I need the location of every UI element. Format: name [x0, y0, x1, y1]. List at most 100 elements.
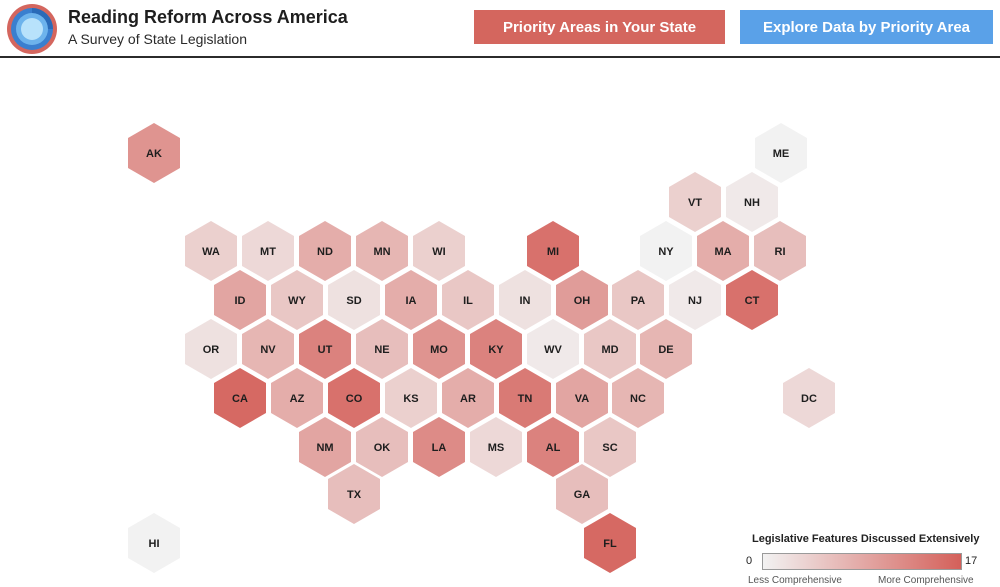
- state-hex-shape[interactable]: [328, 464, 380, 524]
- state-hex-vt[interactable]: VT: [669, 172, 721, 232]
- state-hex-mn[interactable]: MN: [356, 221, 408, 281]
- state-hex-shape[interactable]: [413, 417, 465, 477]
- state-hex-shape[interactable]: [584, 417, 636, 477]
- state-hex-shape[interactable]: [754, 221, 806, 281]
- state-hex-ne[interactable]: NE: [356, 319, 408, 379]
- state-hex-nj[interactable]: NJ: [669, 270, 721, 330]
- state-hex-va[interactable]: VA: [556, 368, 608, 428]
- state-hex-sd[interactable]: SD: [328, 270, 380, 330]
- state-hex-az[interactable]: AZ: [271, 368, 323, 428]
- state-hex-shape[interactable]: [470, 417, 522, 477]
- state-hex-wa[interactable]: WA: [185, 221, 237, 281]
- state-hex-shape[interactable]: [271, 270, 323, 330]
- state-hex-nm[interactable]: NM: [299, 417, 351, 477]
- state-hex-mi[interactable]: MI: [527, 221, 579, 281]
- state-hex-shape[interactable]: [385, 368, 437, 428]
- state-hex-oh[interactable]: OH: [556, 270, 608, 330]
- state-hex-ca[interactable]: CA: [214, 368, 266, 428]
- state-hex-shape[interactable]: [527, 221, 579, 281]
- state-hex-nc[interactable]: NC: [612, 368, 664, 428]
- state-hex-shape[interactable]: [527, 417, 579, 477]
- state-hex-fl[interactable]: FL: [584, 513, 636, 573]
- state-hex-shape[interactable]: [242, 319, 294, 379]
- state-hex-tx[interactable]: TX: [328, 464, 380, 524]
- state-hex-shape[interactable]: [669, 172, 721, 232]
- state-hex-shape[interactable]: [556, 368, 608, 428]
- state-hex-ma[interactable]: MA: [697, 221, 749, 281]
- state-hex-me[interactable]: ME: [755, 123, 807, 183]
- state-hex-shape[interactable]: [128, 513, 180, 573]
- state-hex-shape[interactable]: [299, 319, 351, 379]
- state-hex-ia[interactable]: IA: [385, 270, 437, 330]
- state-hex-al[interactable]: AL: [527, 417, 579, 477]
- state-hex-dc[interactable]: DC: [783, 368, 835, 428]
- state-hex-shape[interactable]: [612, 270, 664, 330]
- state-hex-ms[interactable]: MS: [470, 417, 522, 477]
- state-hex-pa[interactable]: PA: [612, 270, 664, 330]
- state-hex-shape[interactable]: [584, 513, 636, 573]
- state-hex-wv[interactable]: WV: [527, 319, 579, 379]
- state-hex-shape[interactable]: [299, 417, 351, 477]
- state-hex-shape[interactable]: [242, 221, 294, 281]
- state-hex-shape[interactable]: [499, 270, 551, 330]
- state-hex-shape[interactable]: [499, 368, 551, 428]
- state-hex-shape[interactable]: [328, 368, 380, 428]
- state-hex-id[interactable]: ID: [214, 270, 266, 330]
- state-hex-nd[interactable]: ND: [299, 221, 351, 281]
- state-hex-shape[interactable]: [612, 368, 664, 428]
- state-hex-ky[interactable]: KY: [470, 319, 522, 379]
- state-hex-ut[interactable]: UT: [299, 319, 351, 379]
- state-hex-shape[interactable]: [669, 270, 721, 330]
- state-hex-ks[interactable]: KS: [385, 368, 437, 428]
- state-hex-de[interactable]: DE: [640, 319, 692, 379]
- state-hex-shape[interactable]: [413, 221, 465, 281]
- state-hex-shape[interactable]: [556, 464, 608, 524]
- state-hex-mo[interactable]: MO: [413, 319, 465, 379]
- state-hex-shape[interactable]: [128, 123, 180, 183]
- state-hex-or[interactable]: OR: [185, 319, 237, 379]
- state-hex-shape[interactable]: [185, 319, 237, 379]
- state-hex-shape[interactable]: [214, 270, 266, 330]
- state-hex-il[interactable]: IL: [442, 270, 494, 330]
- state-hex-shape[interactable]: [356, 221, 408, 281]
- state-hex-shape[interactable]: [584, 319, 636, 379]
- explore-data-button[interactable]: Explore Data by Priority Area: [740, 10, 993, 44]
- state-hex-co[interactable]: CO: [328, 368, 380, 428]
- state-hex-la[interactable]: LA: [413, 417, 465, 477]
- state-hex-wi[interactable]: WI: [413, 221, 465, 281]
- state-hex-shape[interactable]: [413, 319, 465, 379]
- state-hex-shape[interactable]: [527, 319, 579, 379]
- state-hex-shape[interactable]: [556, 270, 608, 330]
- state-hex-shape[interactable]: [442, 270, 494, 330]
- state-hex-nh[interactable]: NH: [726, 172, 778, 232]
- state-hex-shape[interactable]: [726, 270, 778, 330]
- state-hex-nv[interactable]: NV: [242, 319, 294, 379]
- state-hex-ny[interactable]: NY: [640, 221, 692, 281]
- state-hex-shape[interactable]: [299, 221, 351, 281]
- state-hex-ga[interactable]: GA: [556, 464, 608, 524]
- state-hex-ri[interactable]: RI: [754, 221, 806, 281]
- state-hex-hi[interactable]: HI: [128, 513, 180, 573]
- state-hex-shape[interactable]: [755, 123, 807, 183]
- state-hex-shape[interactable]: [640, 319, 692, 379]
- state-hex-shape[interactable]: [356, 417, 408, 477]
- state-hex-shape[interactable]: [214, 368, 266, 428]
- state-hex-sc[interactable]: SC: [584, 417, 636, 477]
- state-hex-shape[interactable]: [697, 221, 749, 281]
- state-hex-md[interactable]: MD: [584, 319, 636, 379]
- state-hex-shape[interactable]: [470, 319, 522, 379]
- state-hex-shape[interactable]: [356, 319, 408, 379]
- priority-areas-button[interactable]: Priority Areas in Your State: [474, 10, 725, 44]
- state-hex-shape[interactable]: [328, 270, 380, 330]
- state-hex-ct[interactable]: CT: [726, 270, 778, 330]
- state-hex-shape[interactable]: [442, 368, 494, 428]
- state-hex-ak[interactable]: AK: [128, 123, 180, 183]
- state-hex-ar[interactable]: AR: [442, 368, 494, 428]
- state-hex-wy[interactable]: WY: [271, 270, 323, 330]
- state-hex-mt[interactable]: MT: [242, 221, 294, 281]
- state-hex-shape[interactable]: [385, 270, 437, 330]
- state-hex-shape[interactable]: [783, 368, 835, 428]
- state-hex-in[interactable]: IN: [499, 270, 551, 330]
- state-hex-shape[interactable]: [640, 221, 692, 281]
- state-hex-ok[interactable]: OK: [356, 417, 408, 477]
